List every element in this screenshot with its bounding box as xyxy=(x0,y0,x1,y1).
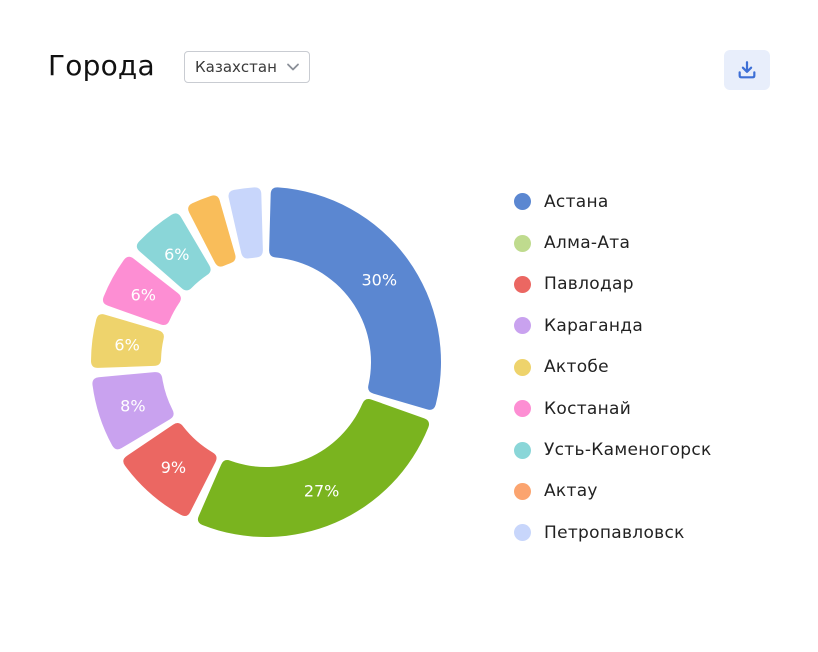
slice-label-2: 27% xyxy=(304,481,340,500)
country-select[interactable]: Казахстан xyxy=(184,51,310,83)
legend-label: Павлодар xyxy=(544,274,634,295)
legend-color-dot xyxy=(514,275,531,293)
slice-5[interactable] xyxy=(91,314,164,368)
legend-item[interactable]: Алма-Ата xyxy=(514,222,712,263)
slice-4[interactable] xyxy=(92,372,174,450)
legend-item[interactable]: Павлодар xyxy=(514,264,712,305)
legend-label: Актобе xyxy=(544,357,609,378)
slice-label-4: 8% xyxy=(120,396,145,415)
legend-item[interactable]: Актобе xyxy=(514,347,712,388)
slice-2[interactable] xyxy=(197,398,430,538)
legend-color-dot xyxy=(514,193,531,211)
legend-label: Усть-Каменогорск xyxy=(544,440,712,461)
legend-item[interactable]: Актау xyxy=(514,471,712,512)
legend-item[interactable]: Караганда xyxy=(514,305,712,346)
slice-7[interactable] xyxy=(136,213,211,291)
legend-label: Алма-Ата xyxy=(544,233,631,254)
legend-item[interactable]: Петропавловск xyxy=(514,512,712,553)
slice-9[interactable] xyxy=(228,187,263,259)
legend-color-dot xyxy=(514,234,531,252)
slice-6[interactable] xyxy=(102,256,181,326)
legend-label: Актау xyxy=(544,481,598,502)
slice-3[interactable] xyxy=(123,423,217,517)
legend-label: Петропавловск xyxy=(544,522,685,543)
legend-item[interactable]: Усть-Каменогорск xyxy=(514,429,712,470)
chevron-down-icon xyxy=(287,63,299,71)
legend-color-dot xyxy=(514,358,531,376)
download-button[interactable] xyxy=(724,50,770,90)
chart-legend: Астана Алма-Ата Павлодар Караганда Актобе Кос… xyxy=(514,181,712,554)
legend-item[interactable]: Астана xyxy=(514,181,712,222)
legend-color-dot xyxy=(514,400,531,418)
slice-label-5: 6% xyxy=(114,335,139,354)
country-select-value: Казахстан xyxy=(195,58,277,76)
legend-color-dot xyxy=(514,441,531,459)
legend-label: Астана xyxy=(544,191,609,212)
slice-label-3: 9% xyxy=(161,458,186,477)
legend-label: Караганда xyxy=(544,315,644,336)
page-title: Города xyxy=(48,49,155,82)
legend-color-dot xyxy=(514,317,531,335)
slice-label-7: 6% xyxy=(164,245,189,264)
legend-label: Костанай xyxy=(544,398,632,419)
slice-1[interactable] xyxy=(269,187,441,410)
download-icon xyxy=(738,61,756,79)
slice-label-1: 30% xyxy=(361,271,397,290)
legend-color-dot xyxy=(514,524,531,542)
legend-color-dot xyxy=(514,482,531,500)
slice-8[interactable] xyxy=(188,195,236,267)
slice-label-6: 6% xyxy=(131,286,156,305)
legend-item[interactable]: Костанай xyxy=(514,388,712,429)
